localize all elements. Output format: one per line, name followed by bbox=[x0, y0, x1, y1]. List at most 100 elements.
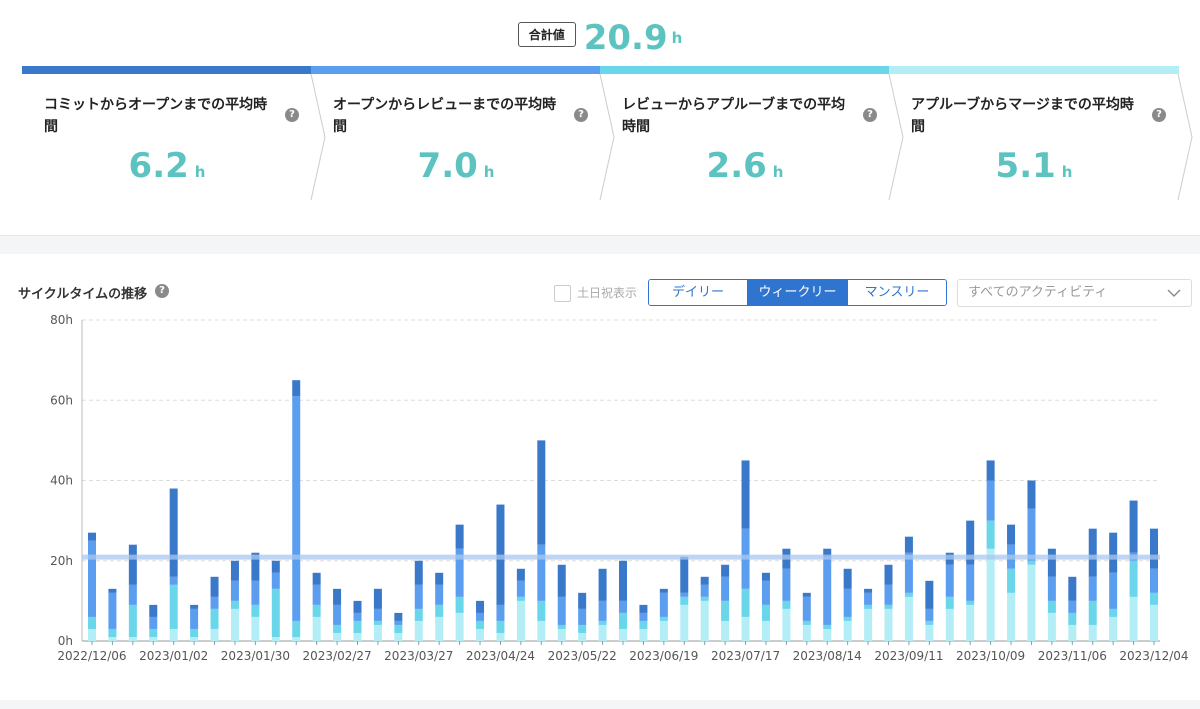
x-tick-label: 2022/12/06 bbox=[57, 649, 126, 663]
bar-segment bbox=[598, 568, 607, 601]
bar-segment bbox=[986, 520, 995, 549]
bar-segment bbox=[414, 560, 423, 585]
bar-segment bbox=[966, 564, 975, 601]
bar-segment bbox=[639, 620, 648, 629]
bar-segment bbox=[516, 568, 525, 581]
period-selector[interactable]: デイリー ウィークリー マンスリー bbox=[648, 279, 947, 306]
bar-segment bbox=[128, 544, 137, 585]
bar-segment bbox=[537, 544, 546, 601]
bar-segment bbox=[659, 620, 668, 641]
bar-segment bbox=[210, 576, 219, 597]
bar-segment bbox=[945, 608, 954, 641]
tab-monthly[interactable]: マンスリー bbox=[848, 280, 946, 305]
bar-segment bbox=[578, 608, 587, 625]
stage-value: 7.0 h bbox=[311, 146, 601, 186]
bar-segment bbox=[333, 624, 342, 633]
bar-segment bbox=[1088, 600, 1097, 625]
bar-segment bbox=[680, 604, 689, 641]
summary-section: 合計値 20.9 h コミットからオープンまでの平均時間 ? 6.2 h オープンから… bbox=[0, 0, 1200, 236]
checkbox[interactable] bbox=[554, 285, 571, 302]
y-tick-label: 20h bbox=[50, 554, 73, 568]
stage-bar bbox=[600, 66, 890, 74]
bar-segment bbox=[108, 636, 117, 641]
bar-segment bbox=[700, 576, 709, 585]
bar-segment bbox=[843, 588, 852, 617]
bar-segment bbox=[190, 628, 199, 637]
bar-segment bbox=[700, 584, 709, 597]
bar-segment bbox=[659, 588, 668, 593]
bar-segment bbox=[823, 556, 832, 625]
bar-segment bbox=[394, 620, 403, 625]
help-icon[interactable]: ? bbox=[574, 108, 588, 122]
bar-segment bbox=[373, 608, 382, 621]
bar-segment bbox=[1047, 576, 1056, 601]
bar-segment bbox=[598, 600, 607, 621]
bar-segment bbox=[190, 608, 199, 629]
chevron-divider-icon bbox=[310, 74, 326, 200]
bar-segment bbox=[864, 588, 873, 593]
total-badge: 合計値 bbox=[517, 21, 576, 47]
bar-segment bbox=[312, 584, 321, 605]
bar-segment bbox=[680, 556, 689, 593]
x-tick-label: 2023/02/27 bbox=[302, 649, 371, 663]
bar-segment bbox=[230, 600, 239, 609]
bar-segment bbox=[1068, 624, 1077, 641]
tab-daily[interactable]: デイリー bbox=[649, 280, 747, 305]
bar-segment bbox=[925, 580, 934, 609]
help-icon[interactable]: ? bbox=[1152, 108, 1166, 122]
stage-number: 5.1 bbox=[995, 146, 1056, 186]
bar-segment bbox=[251, 552, 260, 581]
bar-segment bbox=[455, 548, 464, 597]
y-tick-label: 60h bbox=[50, 393, 73, 407]
stage-cards: コミットからオープンまでの平均時間 ? 6.2 h オープンからレビューまでの平均… bbox=[22, 66, 1193, 200]
help-icon[interactable]: ? bbox=[155, 284, 169, 298]
bar-segment bbox=[394, 632, 403, 641]
total-summary: 合計値 20.9 h bbox=[0, 18, 1200, 58]
bar-segment bbox=[700, 596, 709, 601]
bar-segment bbox=[292, 380, 301, 397]
bar-segment bbox=[761, 604, 770, 621]
bar-segment bbox=[802, 624, 811, 641]
x-tick-label: 2023/11/06 bbox=[1038, 649, 1107, 663]
help-icon[interactable]: ? bbox=[285, 108, 299, 122]
bar-segment bbox=[659, 592, 668, 617]
cycle-time-chart: 0h 20h 40h 60h 80h 2022/12/06 2023/01/02 2023/0… bbox=[50, 313, 1188, 663]
help-icon[interactable]: ? bbox=[863, 108, 877, 122]
stage-bar bbox=[311, 66, 601, 74]
bar-segment bbox=[721, 620, 730, 641]
bar-segment bbox=[88, 628, 96, 641]
bar-segment bbox=[619, 600, 627, 613]
stage-unit: h bbox=[772, 163, 784, 181]
bar-segment bbox=[761, 620, 770, 641]
bar-segment bbox=[1047, 612, 1056, 641]
bar-segment bbox=[904, 596, 913, 641]
bar-segment bbox=[802, 620, 811, 625]
stage-unit: h bbox=[1061, 163, 1073, 181]
total-value: 20.9 bbox=[583, 18, 668, 58]
bar-segment bbox=[925, 608, 934, 621]
activity-select[interactable]: すべてのアクティビティ bbox=[957, 279, 1192, 307]
bar-segment bbox=[353, 632, 362, 641]
stage-title: オープンからレビューまでの平均時間 bbox=[333, 97, 557, 135]
bar-segment bbox=[721, 576, 730, 601]
x-tick-label: 2023/05/22 bbox=[548, 649, 617, 663]
bar-segment bbox=[619, 560, 627, 601]
bar-segment bbox=[557, 596, 566, 625]
bar-segment bbox=[251, 616, 260, 641]
x-tick-label: 2023/04/24 bbox=[466, 649, 535, 663]
bar-segment bbox=[966, 600, 975, 605]
holiday-toggle[interactable]: 土日祝表示 bbox=[554, 284, 637, 302]
bar-segment bbox=[1027, 560, 1036, 565]
x-tick-label: 2023/01/02 bbox=[139, 649, 208, 663]
tab-weekly[interactable]: ウィークリー bbox=[747, 280, 848, 305]
bar-segment bbox=[864, 604, 873, 609]
stage-value: 2.6 h bbox=[600, 146, 890, 186]
bar-segment bbox=[353, 612, 362, 621]
bar-segment bbox=[210, 596, 219, 609]
activity-select-value: すべてのアクティビティ bbox=[968, 285, 1108, 300]
bar-segment bbox=[761, 580, 770, 605]
bar-segment bbox=[333, 588, 342, 605]
bar-segment bbox=[986, 460, 995, 481]
bar-segment bbox=[1150, 592, 1158, 605]
bar-segment bbox=[414, 584, 423, 609]
